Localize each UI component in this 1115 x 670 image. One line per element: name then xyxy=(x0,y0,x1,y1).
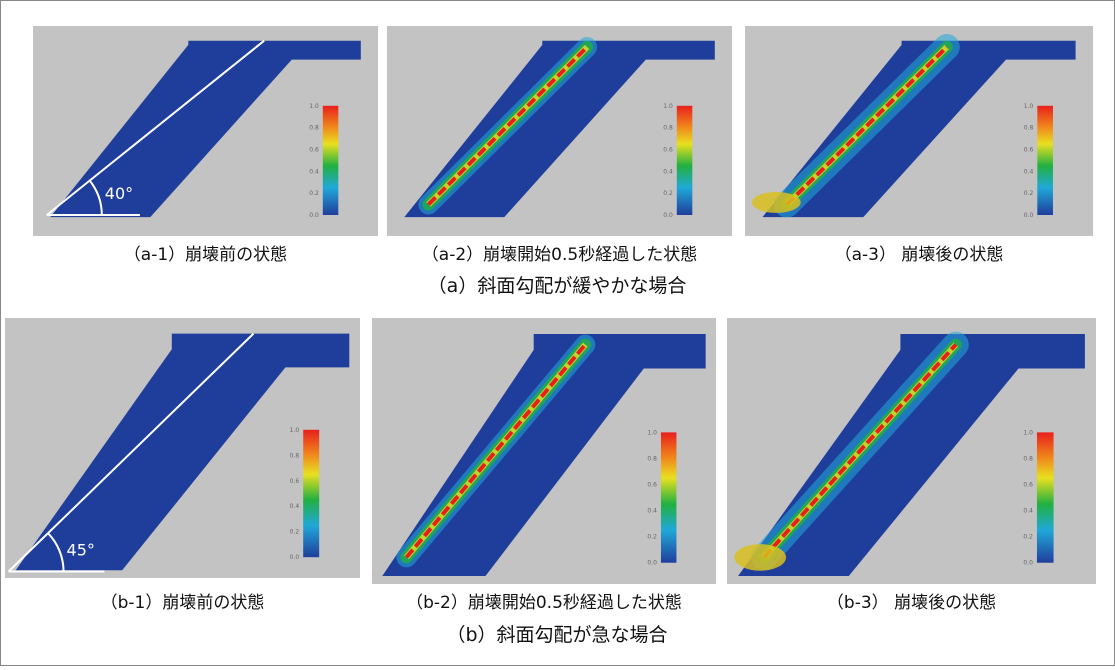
colorbar-tick-label: 1.0 xyxy=(663,103,673,110)
colorbar-tick-label: 0.2 xyxy=(647,534,657,541)
colorbar-tick-label: 0.2 xyxy=(1023,534,1033,541)
colorbar-tick-label: 0.4 xyxy=(663,168,673,175)
angle-label: 45° xyxy=(67,541,95,560)
colorbar-tick-label: 0.8 xyxy=(663,125,673,132)
group-caption: （a）斜面勾配が緩やかな場合 xyxy=(428,275,687,297)
simulation-panel: 1.0 0.8 0.6 0.4 0.2 0.0 xyxy=(745,26,1093,236)
simulation-panel: 1.0 0.8 0.6 0.4 0.2 0.0 40° xyxy=(33,26,378,236)
colorbar xyxy=(1037,432,1054,562)
colorbar xyxy=(1037,106,1053,215)
colorbar-tick-label: 0.8 xyxy=(647,455,657,462)
colorbar-tick-label: 0.6 xyxy=(309,146,319,153)
colorbar-tick-label: 0.8 xyxy=(1024,125,1034,132)
colorbar-tick-label: 0.0 xyxy=(663,212,673,219)
panel-caption: （a-2）崩壊開始0.5秒経過した状態 xyxy=(422,245,697,265)
colorbar-tick-label: 0.0 xyxy=(309,212,319,219)
colorbar-tick-label: 0.4 xyxy=(1023,508,1033,515)
colorbar-tick-label: 0.4 xyxy=(647,508,657,515)
colorbar-tick-label: 0.8 xyxy=(1023,455,1033,462)
angle-label: 40° xyxy=(105,184,133,203)
colorbar-tick-label: 0.0 xyxy=(647,560,657,567)
colorbar-tick-label: 0.6 xyxy=(1024,146,1034,153)
colorbar xyxy=(323,106,339,215)
colorbar xyxy=(661,432,676,562)
colorbar-tick-label: 1.0 xyxy=(647,429,657,436)
colorbar xyxy=(303,430,319,557)
colorbar-tick-label: 0.8 xyxy=(290,452,300,459)
panel-caption: （a-1）崩壊前の状態 xyxy=(124,245,287,265)
simulation-panel: 1.0 0.8 0.6 0.4 0.2 0.0 xyxy=(727,318,1096,584)
group-caption: （b）斜面勾配が急な場合 xyxy=(446,624,667,646)
colorbar-tick-label: 0.0 xyxy=(1023,560,1033,567)
colorbar-tick-label: 1.0 xyxy=(1024,103,1034,110)
simulation-panel: 1.0 0.8 0.6 0.4 0.2 0.0 xyxy=(387,26,732,236)
colorbar-tick-label: 0.0 xyxy=(1024,212,1034,219)
colorbar-tick-label: 0.6 xyxy=(663,146,673,153)
colorbar-tick-label: 0.6 xyxy=(647,482,657,489)
colorbar xyxy=(677,106,693,215)
panel-caption: （b-2）崩壊開始0.5秒経過した状態 xyxy=(406,593,682,613)
colorbar-tick-label: 0.4 xyxy=(1024,168,1034,175)
simulation-panel: 1.0 0.8 0.6 0.4 0.2 0.0 xyxy=(372,318,716,584)
simulation-panel: 1.0 0.8 0.6 0.4 0.2 0.0 45° xyxy=(5,318,360,578)
colorbar-tick-label: 0.0 xyxy=(290,554,300,561)
figure: 1.0 0.8 0.6 0.4 0.2 0.0 40° （a-1）崩壊前の状態 1.0 0.8 0.… xyxy=(0,0,1115,666)
panel-caption: （b-3） 崩壊後の状態 xyxy=(827,593,996,613)
colorbar-tick-label: 0.2 xyxy=(290,529,300,536)
panel-caption: （b-1）崩壊前の状態 xyxy=(101,593,265,613)
colorbar-tick-label: 0.2 xyxy=(1024,190,1034,197)
colorbar-tick-label: 0.4 xyxy=(309,168,319,175)
colorbar-tick-label: 1.0 xyxy=(290,427,300,434)
debris xyxy=(734,544,786,571)
colorbar-tick-label: 0.2 xyxy=(663,190,673,197)
colorbar-tick-label: 0.2 xyxy=(309,190,319,197)
colorbar-tick-label: 0.6 xyxy=(1023,482,1033,489)
colorbar-tick-label: 0.4 xyxy=(290,503,300,510)
colorbar-tick-label: 1.0 xyxy=(1023,429,1033,436)
colorbar-tick-label: 0.6 xyxy=(290,478,300,485)
panel-caption: （a-3） 崩壊後の状態 xyxy=(835,245,1004,265)
colorbar-tick-label: 0.8 xyxy=(309,125,319,132)
colorbar-tick-label: 1.0 xyxy=(309,103,319,110)
debris xyxy=(752,192,801,213)
